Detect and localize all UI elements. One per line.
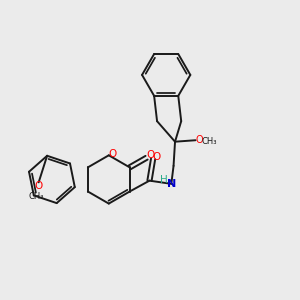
Text: O: O [34,182,43,191]
Text: O: O [109,149,117,159]
Text: CH₃: CH₃ [201,136,217,146]
Text: H: H [160,176,168,185]
Text: O: O [147,150,155,160]
Text: O: O [152,152,161,162]
Text: N: N [167,179,177,189]
Text: O: O [196,135,203,145]
Text: CH₃: CH₃ [28,192,44,201]
